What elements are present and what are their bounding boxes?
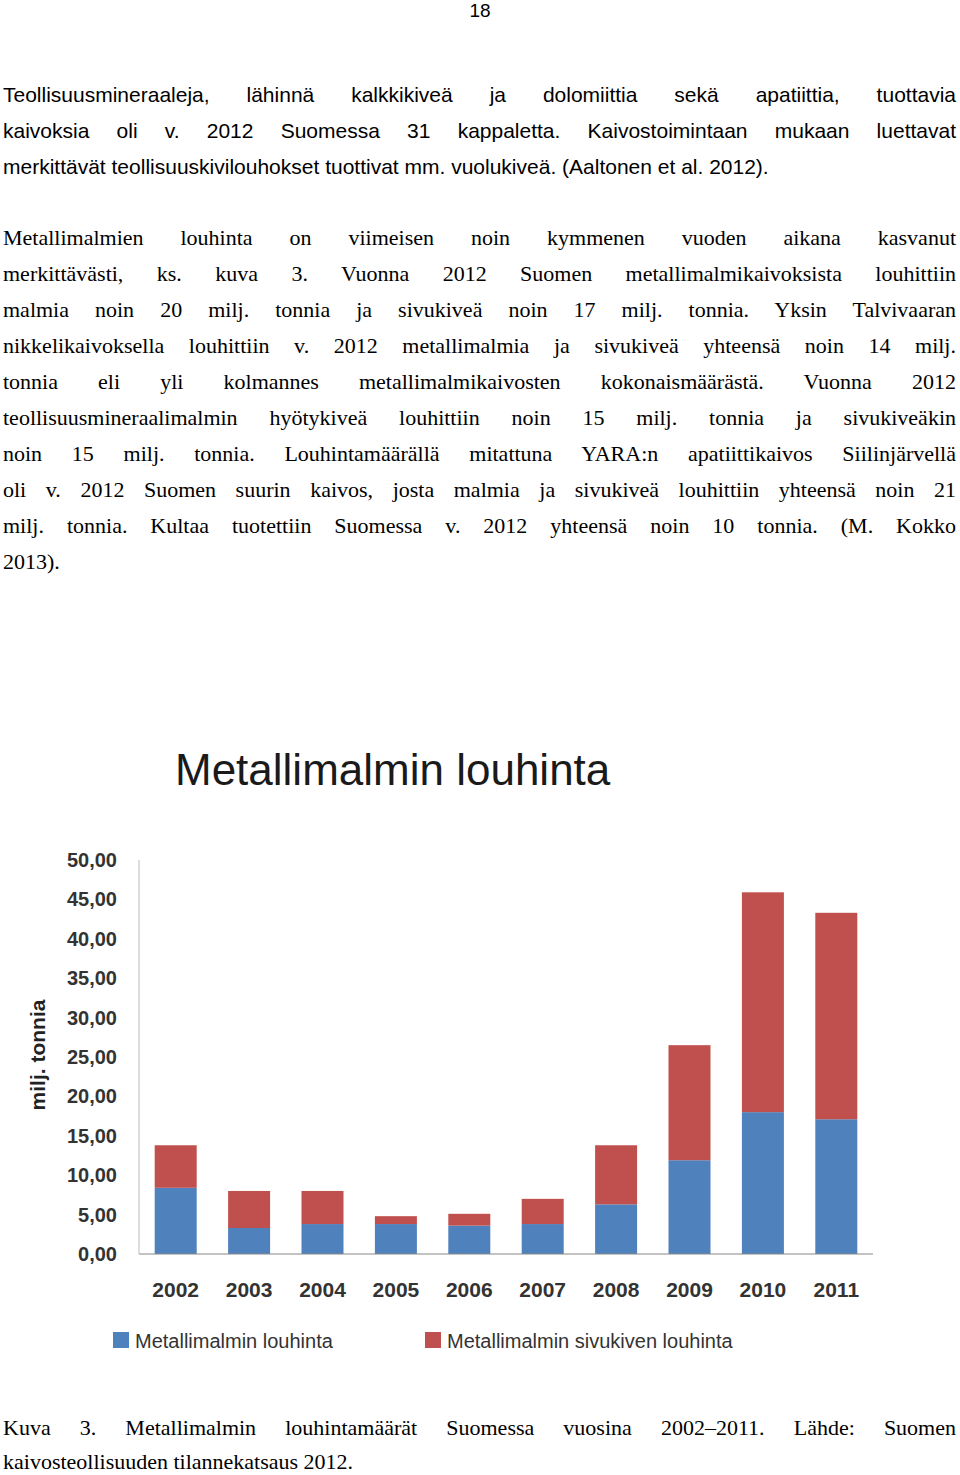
x-tick-label: 2006 (446, 1278, 493, 1301)
bar (448, 1226, 490, 1254)
bar (448, 1214, 490, 1226)
bar (228, 1228, 270, 1254)
bar (375, 1224, 417, 1254)
bar (522, 1224, 564, 1254)
y-tick-label: 40,00 (67, 928, 117, 950)
paragraph-line: tonnia eli yli kolmannes metallimalmikai… (3, 367, 956, 397)
y-axis-line (139, 860, 140, 1254)
y-tick-label: 10,00 (67, 1164, 117, 1186)
legend-label: Metallimalmin sivukiven louhinta (447, 1330, 734, 1352)
x-tick-label: 2010 (740, 1278, 787, 1301)
y-tick-label: 0,00 (78, 1243, 117, 1265)
x-tick-label: 2008 (593, 1278, 640, 1301)
paragraph-line: 2013). (3, 547, 956, 577)
paragraph-line: teollisuusmineraalimalmin hyötykiveä lou… (3, 403, 956, 433)
bar (375, 1216, 417, 1224)
bar (155, 1188, 197, 1254)
bar (522, 1199, 564, 1224)
chart-title: Metallimalmin louhinta (175, 745, 611, 794)
x-tick-label: 2005 (373, 1278, 420, 1301)
legend-label: Metallimalmin louhinta (135, 1330, 334, 1352)
y-axis-label: milj. tonnia (26, 999, 49, 1110)
y-tick-label: 15,00 (67, 1125, 117, 1147)
bars (155, 892, 858, 1254)
paragraph-line: malmia noin 20 milj. tonnia ja sivukiveä… (3, 295, 956, 325)
bar (742, 1112, 784, 1254)
paragraph-line: kaivoksia oli v. 2012 Suomessa 31 kappal… (3, 116, 956, 146)
paragraph-line: Teollisuusmineraaleja, lähinnä kalkkikiv… (3, 80, 956, 110)
y-tick-label: 35,00 (67, 967, 117, 989)
bar (742, 892, 784, 1112)
legend-swatch (425, 1332, 441, 1348)
y-tick-label: 20,00 (67, 1085, 117, 1107)
x-tick-label: 2009 (666, 1278, 713, 1301)
bar (595, 1204, 637, 1254)
bar (155, 1145, 197, 1188)
y-tick-label: 30,00 (67, 1007, 117, 1029)
bar (669, 1045, 711, 1160)
bar (302, 1224, 344, 1254)
caption-line: Kuva 3. Metallimalmin louhintamäärät Suo… (3, 1413, 956, 1443)
paragraph-line: milj. tonnia. Kultaa tuotettiin Suomessa… (3, 511, 956, 541)
x-tick-label: 2003 (226, 1278, 273, 1301)
x-tick-label: 2007 (519, 1278, 566, 1301)
paragraph-line: oli v. 2012 Suomen suurin kaivos, josta … (3, 475, 956, 505)
paragraph-line: Metallimalmien louhinta on viimeisen noi… (3, 223, 956, 253)
x-tick-label: 2011 (814, 1278, 860, 1301)
paragraph-line: noin 15 milj. tonnia. Louhintamäärällä m… (3, 439, 956, 469)
bar (595, 1145, 637, 1204)
paragraph-line: merkittävästi, ks. kuva 3. Vuonna 2012 S… (3, 259, 956, 289)
bar (815, 913, 857, 1119)
y-tick-label: 50,00 (67, 849, 117, 871)
bar (815, 1119, 857, 1254)
y-tick-label: 5,00 (78, 1204, 117, 1226)
paragraph-line: nikkelikaivoksella louhittiin v. 2012 me… (3, 331, 956, 361)
x-tick-label: 2004 (299, 1278, 346, 1301)
y-tick-label: 45,00 (67, 888, 117, 910)
x-axis-line (139, 1254, 873, 1255)
bar (228, 1191, 270, 1228)
bar (669, 1160, 711, 1254)
paragraph-line: merkittävät teollisuuskivilouhokset tuot… (3, 152, 956, 182)
chart: Metallimalmin louhinta milj. tonnia 0,00 5,… (0, 720, 960, 1380)
bar (302, 1191, 344, 1224)
x-tick-label: 2002 (152, 1278, 199, 1301)
caption-line: kaivosteollisuuden tilannekatsaus 2012. (3, 1447, 956, 1475)
page-number: 18 (0, 0, 960, 22)
y-tick-label: 25,00 (67, 1046, 117, 1068)
legend-swatch (113, 1332, 129, 1348)
